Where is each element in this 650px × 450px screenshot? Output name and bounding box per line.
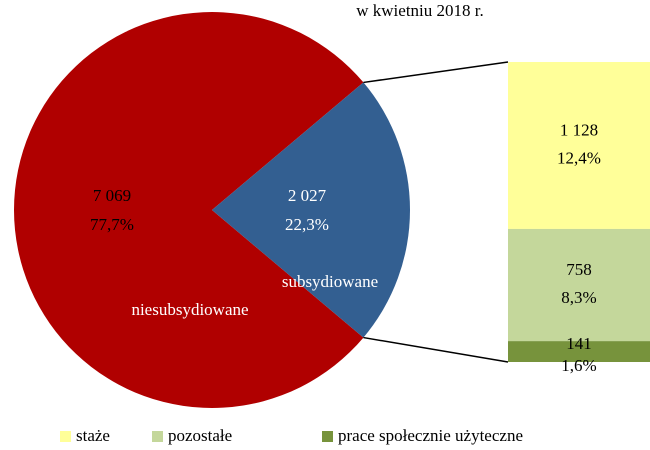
bar-segment <box>508 228 650 342</box>
data-label: 7 069 <box>93 186 131 205</box>
chart-title: w kwietniu 2018 r. <box>356 1 484 20</box>
legend-swatch <box>60 431 71 442</box>
percent-label: 8,3% <box>561 288 596 307</box>
percent-label: 1,6% <box>561 356 596 375</box>
bar-segment <box>508 62 650 229</box>
percent-label: 12,4% <box>557 148 601 167</box>
legend-label: prace społecznie użyteczne <box>338 426 523 445</box>
legend-label: pozostałe <box>168 426 232 445</box>
percent-label: 77,7% <box>90 215 134 234</box>
data-label: 1 128 <box>560 120 598 139</box>
connector <box>363 336 509 363</box>
percent-label: 22,3% <box>285 215 329 234</box>
legend-swatch <box>322 431 333 442</box>
pie-slice <box>14 12 364 409</box>
category-label: subsydiowane <box>282 272 378 291</box>
data-label: 758 <box>566 260 592 279</box>
legend-swatch <box>152 431 163 442</box>
pie-slice <box>212 82 410 338</box>
connector <box>363 61 509 84</box>
bar-segment <box>508 341 650 362</box>
category-label: niesubsydiowane <box>131 300 248 319</box>
data-label: 2 027 <box>288 186 327 205</box>
legend-label: staże <box>76 426 110 445</box>
data-label: 141 <box>566 334 592 353</box>
